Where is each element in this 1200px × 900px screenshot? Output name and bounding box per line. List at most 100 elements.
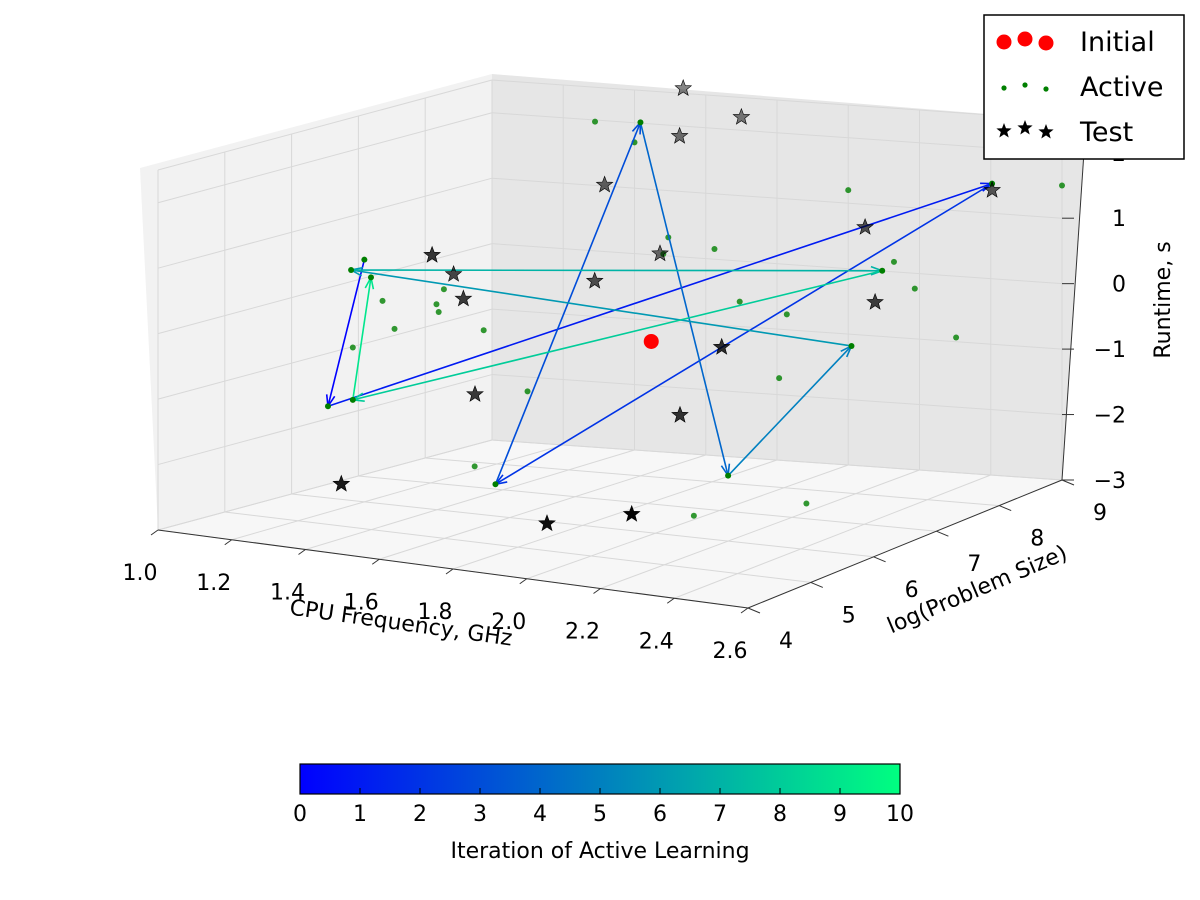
active-point bbox=[711, 246, 718, 253]
path-segment bbox=[327, 182, 993, 408]
z-tick-label: −3 bbox=[1094, 469, 1126, 494]
active-point bbox=[845, 187, 852, 194]
grid-line-z bbox=[157, 177, 493, 269]
x-tick-label: 2.0 bbox=[491, 610, 526, 635]
grid-line-x bbox=[526, 464, 849, 580]
x-tick-label: 2.6 bbox=[713, 639, 748, 664]
legend-active-marker bbox=[1001, 82, 1049, 92]
active-point bbox=[953, 334, 960, 341]
grid-line-z bbox=[157, 112, 493, 204]
colorbar-tick-label: 4 bbox=[533, 802, 547, 827]
path-segment bbox=[327, 259, 366, 407]
initial-series bbox=[643, 333, 659, 349]
colorbar-tick-label: 5 bbox=[593, 802, 607, 827]
grid-line-x bbox=[674, 474, 991, 599]
path-segment bbox=[727, 345, 853, 477]
x-tick-label: 2.2 bbox=[565, 620, 600, 645]
x-tick-mark bbox=[150, 529, 159, 536]
active-point bbox=[783, 311, 790, 318]
grid-line-x bbox=[305, 449, 635, 550]
y-tick-mark bbox=[999, 505, 1012, 512]
legend-box bbox=[983, 14, 1185, 160]
colorbar-label: Iteration of Active Learning bbox=[450, 839, 749, 864]
z-tick-label: −2 bbox=[1094, 404, 1126, 429]
path-point bbox=[725, 472, 732, 479]
z-axis-line bbox=[1061, 121, 1087, 481]
x-axis-ticks: 1.0 1.2 1.4 1.6 1.8 2.0 2.2 2.4 2.6 bbox=[123, 529, 749, 664]
test-point bbox=[712, 337, 731, 355]
test-point bbox=[983, 180, 1002, 198]
test-point bbox=[866, 292, 884, 310]
colorbar-tick-label: 8 bbox=[773, 802, 787, 827]
grid-line-y bbox=[425, 457, 1000, 507]
path-segment bbox=[350, 269, 852, 347]
path-segment bbox=[352, 269, 883, 401]
active-point bbox=[736, 298, 743, 305]
active-point bbox=[776, 375, 783, 382]
x-tick-mark bbox=[519, 578, 528, 585]
x-tick-label: 1.4 bbox=[270, 581, 305, 606]
colorbar-tick-label: 2 bbox=[413, 802, 427, 827]
grid-line-y bbox=[291, 493, 874, 558]
legend-initial-label: Initial bbox=[1080, 27, 1155, 58]
active-point bbox=[379, 297, 386, 304]
grid-line-z bbox=[491, 177, 1063, 219]
legend-test-star bbox=[1017, 120, 1033, 135]
x-tick-label: 2.4 bbox=[639, 629, 674, 654]
path-point bbox=[848, 342, 855, 349]
legend-initial-marker bbox=[996, 31, 1054, 51]
grid-line-z bbox=[491, 79, 1063, 121]
active-point bbox=[690, 512, 697, 519]
grid-line-z bbox=[491, 374, 1063, 416]
colorbar-tick-label: 3 bbox=[473, 802, 487, 827]
active-point bbox=[524, 388, 531, 395]
y-tick-label: 5 bbox=[842, 603, 856, 628]
y-tick-mark bbox=[1061, 479, 1075, 486]
grid-line-y bbox=[224, 511, 811, 583]
grid-line-z bbox=[491, 439, 1063, 481]
test-point bbox=[585, 271, 604, 289]
test-point bbox=[671, 405, 689, 423]
colorbar-tick-label: 0 bbox=[293, 802, 307, 827]
active-point bbox=[433, 301, 440, 308]
path-point bbox=[637, 119, 644, 126]
path-point bbox=[879, 267, 886, 274]
test-point bbox=[423, 245, 442, 263]
y-tick-label: 9 bbox=[1093, 501, 1107, 526]
x-tick-mark bbox=[371, 558, 380, 565]
x-tick-label: 1.2 bbox=[196, 571, 231, 596]
floor-pane bbox=[158, 440, 1062, 608]
x-tick-mark bbox=[445, 568, 454, 575]
path-point bbox=[349, 396, 356, 403]
colorbar-tick-label: 7 bbox=[713, 802, 727, 827]
x-tick-mark bbox=[740, 607, 749, 614]
legend-test-star bbox=[996, 123, 1012, 138]
grid-line-z bbox=[491, 112, 1063, 154]
test-point bbox=[454, 289, 473, 307]
test-series bbox=[332, 79, 1002, 532]
test-point bbox=[674, 79, 693, 96]
active-point bbox=[471, 463, 478, 470]
active-point bbox=[349, 344, 356, 351]
grid-line-x bbox=[379, 454, 706, 560]
test-point bbox=[670, 126, 689, 144]
x-tick-mark bbox=[224, 539, 233, 546]
active-point bbox=[911, 285, 918, 292]
legend-test-star bbox=[1038, 124, 1054, 139]
grid-line-x bbox=[231, 444, 564, 541]
y-tick-label: 4 bbox=[779, 629, 793, 654]
active-point bbox=[592, 118, 599, 125]
y-axis-ticks: 4 5 6 7 8 9 bbox=[747, 479, 1107, 654]
y-tick-mark bbox=[873, 556, 886, 563]
path-segment bbox=[351, 269, 883, 272]
test-point bbox=[538, 514, 556, 532]
grid-line-x bbox=[600, 469, 920, 589]
y-tick-label: 8 bbox=[1030, 527, 1044, 552]
active-point bbox=[803, 500, 810, 507]
path-segment bbox=[495, 182, 993, 485]
colorbar-tick-label: 6 bbox=[653, 802, 667, 827]
test-point bbox=[332, 474, 351, 492]
test-point bbox=[622, 504, 641, 522]
active-learning-path bbox=[324, 119, 996, 488]
